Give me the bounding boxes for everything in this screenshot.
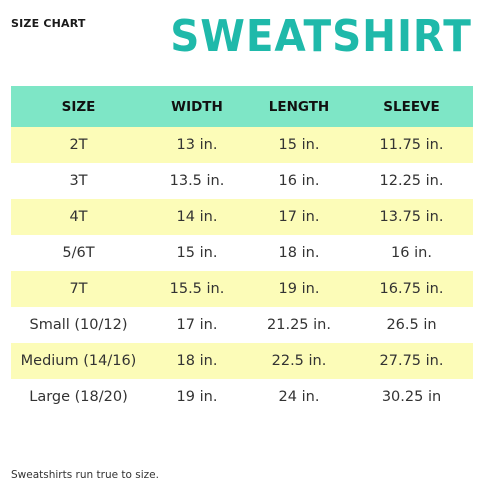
page-title: SWEATSHIRT (170, 11, 472, 62)
table-row: Large (18/20) 19 in. 24 in. 30.25 in (11, 379, 473, 415)
cell-length: 17 in. (248, 199, 350, 235)
cell-sleeve: 30.25 in (350, 379, 473, 415)
cell-sleeve: 26.5 in (350, 307, 473, 343)
footnote: Sweatshirts run true to size. (11, 469, 159, 481)
cell-width: 15.5 in. (146, 271, 248, 307)
cell-sleeve: 16 in. (350, 235, 473, 271)
cell-width: 17 in. (146, 307, 248, 343)
column-header-size: SIZE (11, 86, 146, 127)
cell-size: Large (18/20) (11, 379, 146, 415)
table-row: 3T 13.5 in. 16 in. 12.25 in. (11, 163, 473, 199)
cell-size: 2T (11, 127, 146, 163)
cell-length: 22.5 in. (248, 343, 350, 379)
cell-width: 19 in. (146, 379, 248, 415)
table-row: 5/6T 15 in. 18 in. 16 in. (11, 235, 473, 271)
cell-width: 18 in. (146, 343, 248, 379)
table-row: Medium (14/16) 18 in. 22.5 in. 27.75 in. (11, 343, 473, 379)
cell-sleeve: 11.75 in. (350, 127, 473, 163)
cell-sleeve: 27.75 in. (350, 343, 473, 379)
cell-width: 13.5 in. (146, 163, 248, 199)
table-row: 4T 14 in. 17 in. 13.75 in. (11, 199, 473, 235)
cell-size: 3T (11, 163, 146, 199)
cell-length: 21.25 in. (248, 307, 350, 343)
cell-length: 24 in. (248, 379, 350, 415)
cell-length: 19 in. (248, 271, 350, 307)
cell-length: 15 in. (248, 127, 350, 163)
table-row: 2T 13 in. 15 in. 11.75 in. (11, 127, 473, 163)
cell-length: 18 in. (248, 235, 350, 271)
column-header-width: WIDTH (146, 86, 248, 127)
cell-width: 13 in. (146, 127, 248, 163)
cell-size: Medium (14/16) (11, 343, 146, 379)
cell-width: 14 in. (146, 199, 248, 235)
column-header-length: LENGTH (248, 86, 350, 127)
size-chart-table: SIZE WIDTH LENGTH SLEEVE 2T 13 in. 15 in… (11, 86, 473, 415)
cell-size: 4T (11, 199, 146, 235)
cell-size: 5/6T (11, 235, 146, 271)
table-header-row: SIZE WIDTH LENGTH SLEEVE (11, 86, 473, 127)
cell-sleeve: 16.75 in. (350, 271, 473, 307)
size-chart-label: SIZE CHART (11, 17, 86, 30)
column-header-sleeve: SLEEVE (350, 86, 473, 127)
cell-sleeve: 13.75 in. (350, 199, 473, 235)
cell-width: 15 in. (146, 235, 248, 271)
table-row: Small (10/12) 17 in. 21.25 in. 26.5 in (11, 307, 473, 343)
table-row: 7T 15.5 in. 19 in. 16.75 in. (11, 271, 473, 307)
cell-size: Small (10/12) (11, 307, 146, 343)
cell-sleeve: 12.25 in. (350, 163, 473, 199)
cell-size: 7T (11, 271, 146, 307)
cell-length: 16 in. (248, 163, 350, 199)
